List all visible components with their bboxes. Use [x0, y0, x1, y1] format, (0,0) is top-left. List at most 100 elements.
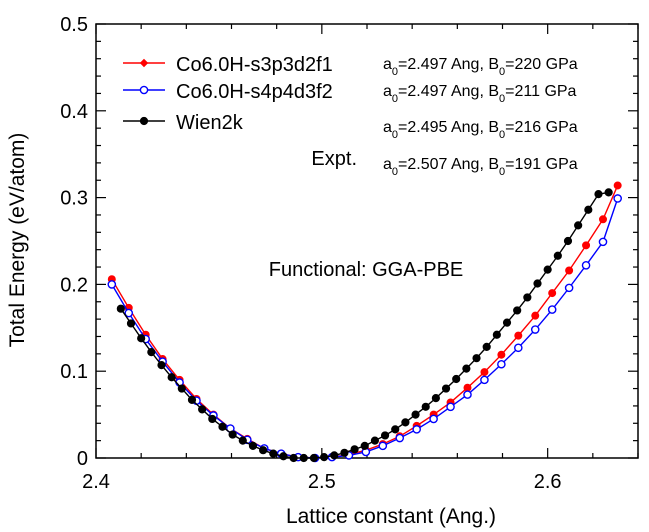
series-3 [116, 188, 613, 463]
data-point [299, 453, 308, 463]
legend-item: Wien2k [123, 112, 244, 134]
data-point [514, 331, 523, 340]
data-point [248, 441, 258, 450]
annotation-functional: Functional: GGA-PBE [269, 259, 464, 281]
data-point [564, 283, 574, 293]
data-point [547, 305, 557, 314]
param-row: a0=2.495 Ang, B0=216 GPa [383, 119, 578, 141]
data-point [594, 190, 603, 199]
data-point [598, 237, 608, 247]
data-point [208, 414, 217, 424]
data-point [462, 364, 471, 373]
data-point [581, 261, 591, 270]
data-point [543, 265, 552, 274]
data-point [604, 188, 613, 197]
data-point [395, 433, 405, 443]
data-point [360, 441, 369, 450]
y-tick-label: 0.5 [60, 14, 88, 36]
y-axis-label: Total Energy (eV/atom) [6, 133, 29, 348]
data-point [613, 194, 622, 203]
data-point [530, 325, 540, 334]
data-point [340, 448, 349, 457]
data-point [584, 205, 593, 214]
data-point [513, 306, 522, 315]
data-point [401, 418, 410, 427]
data-point [563, 236, 573, 246]
data-point [309, 453, 319, 463]
data-point [441, 384, 451, 393]
data-point [228, 430, 237, 439]
series-layer [107, 181, 622, 463]
data-point [279, 452, 288, 461]
y-tick-label: 0 [77, 448, 88, 470]
param-row: a0=2.507 Ang, B0=191 GPa [383, 156, 578, 178]
data-point [463, 383, 472, 392]
data-point [198, 405, 207, 414]
y-tick-label: 0.1 [60, 361, 88, 383]
param-row: a0=2.497 Ang, B0=220 GPa [383, 56, 578, 78]
param-row: a0=2.497 Ang, B0=211 GPa [383, 83, 577, 105]
legend-marker [139, 116, 149, 126]
data-point [157, 361, 166, 370]
data-point [446, 402, 455, 412]
data-point [452, 374, 461, 384]
data-point [482, 342, 491, 351]
data-point [378, 441, 388, 451]
data-point [548, 289, 557, 298]
data-point [137, 334, 146, 343]
data-point [523, 293, 532, 302]
data-point [613, 181, 622, 190]
x-tick-label: 2.5 [308, 471, 336, 493]
x-axis-ticks: 2.4 2.5 2.6 [82, 24, 639, 493]
data-point [147, 348, 156, 357]
data-point [177, 384, 186, 393]
data-point [574, 221, 583, 230]
parameter-table: a0=2.497 Ang, B0=220 GPa a0=2.497 Ang, B0… [383, 56, 578, 178]
data-point [370, 436, 380, 445]
x-tick-label: 2.6 [534, 471, 562, 493]
y-tick-label: 0.4 [60, 101, 88, 123]
y-tick-label: 0.2 [60, 274, 88, 296]
legend-label-expt: Expt. [311, 148, 357, 170]
data-point [350, 445, 359, 454]
data-point [411, 410, 420, 419]
data-point [553, 251, 562, 260]
data-point [598, 215, 607, 224]
data-point [289, 453, 298, 463]
series-2 [107, 194, 622, 463]
legend-label: Co6.0H-s4p4d3f2 [176, 81, 333, 103]
data-point [107, 280, 117, 289]
data-point [412, 425, 421, 434]
data-point [463, 390, 472, 399]
y-tick-label: 0.3 [60, 188, 88, 210]
data-point [531, 311, 540, 320]
data-point [429, 414, 438, 424]
data-point [533, 279, 542, 288]
data-point [218, 422, 227, 431]
x-axis-label: Lattice constant (Ang.) [286, 505, 496, 528]
series-line [120, 191, 609, 459]
data-point [480, 375, 489, 385]
data-point [472, 354, 481, 363]
data-point [421, 402, 430, 411]
series-1 [107, 181, 622, 462]
data-point [565, 266, 574, 275]
legend-label: Co6.0H-s3p3d2f1 [176, 54, 333, 76]
legend: Co6.0H-s3p3d2f1 Co6.0H-s4p4d3f2 Wien2k Expt… [123, 54, 357, 170]
data-point [431, 394, 440, 403]
legend-marker [139, 85, 149, 95]
data-point [124, 308, 134, 318]
data-point [187, 395, 197, 404]
data-point [514, 343, 523, 353]
data-point [492, 330, 501, 339]
series-line [111, 198, 619, 459]
legend-item: Co6.0H-s4p4d3f2 [123, 81, 333, 103]
legend-label: Wien2k [176, 112, 244, 134]
data-point [480, 368, 489, 377]
data-point [497, 350, 506, 359]
legend-marker [139, 58, 149, 68]
data-point [582, 241, 591, 250]
data-point [319, 453, 329, 462]
data-point [116, 304, 125, 313]
data-point [259, 446, 268, 455]
